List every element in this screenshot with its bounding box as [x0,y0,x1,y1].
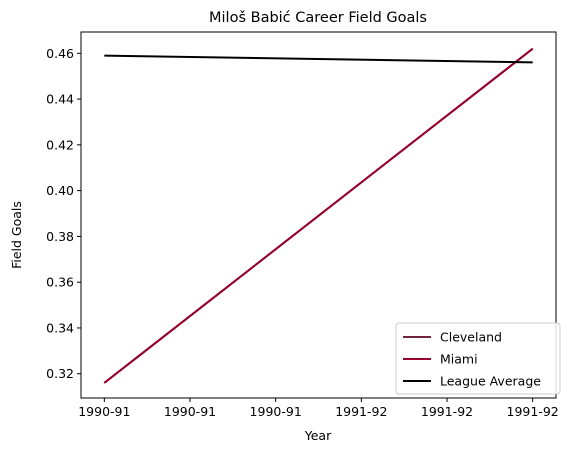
x-tick-label: 1991-92 [421,404,473,419]
chart-title: Miloš Babić Career Field Goals [209,10,427,26]
y-axis-label: Field Goals [9,201,24,269]
y-tick-label: 0.44 [46,92,74,107]
y-tick-label: 0.46 [46,46,74,61]
y-tick-label: 0.42 [46,137,74,152]
y-tick-label: 0.36 [46,275,74,290]
x-tick-label: 1990-91 [78,404,130,419]
x-tick-label: 1991-92 [507,404,559,419]
y-tick-label: 0.40 [46,183,74,198]
y-tick-label: 0.38 [46,229,74,244]
x-tick-label: 1990-91 [164,404,216,419]
x-axis-label: Year [304,428,332,443]
series-line-2 [104,56,532,63]
y-tick-label: 0.32 [46,366,74,381]
legend: Cleveland Miami League Average [396,323,560,394]
legend-label: Cleveland [440,330,502,345]
y-tick-label: 0.34 [46,320,74,335]
x-tick-label: 1990-91 [250,404,302,419]
legend-label: Miami [440,352,478,367]
x-tick-label: 1991-92 [335,404,387,419]
legend-label: League Average [440,374,541,389]
